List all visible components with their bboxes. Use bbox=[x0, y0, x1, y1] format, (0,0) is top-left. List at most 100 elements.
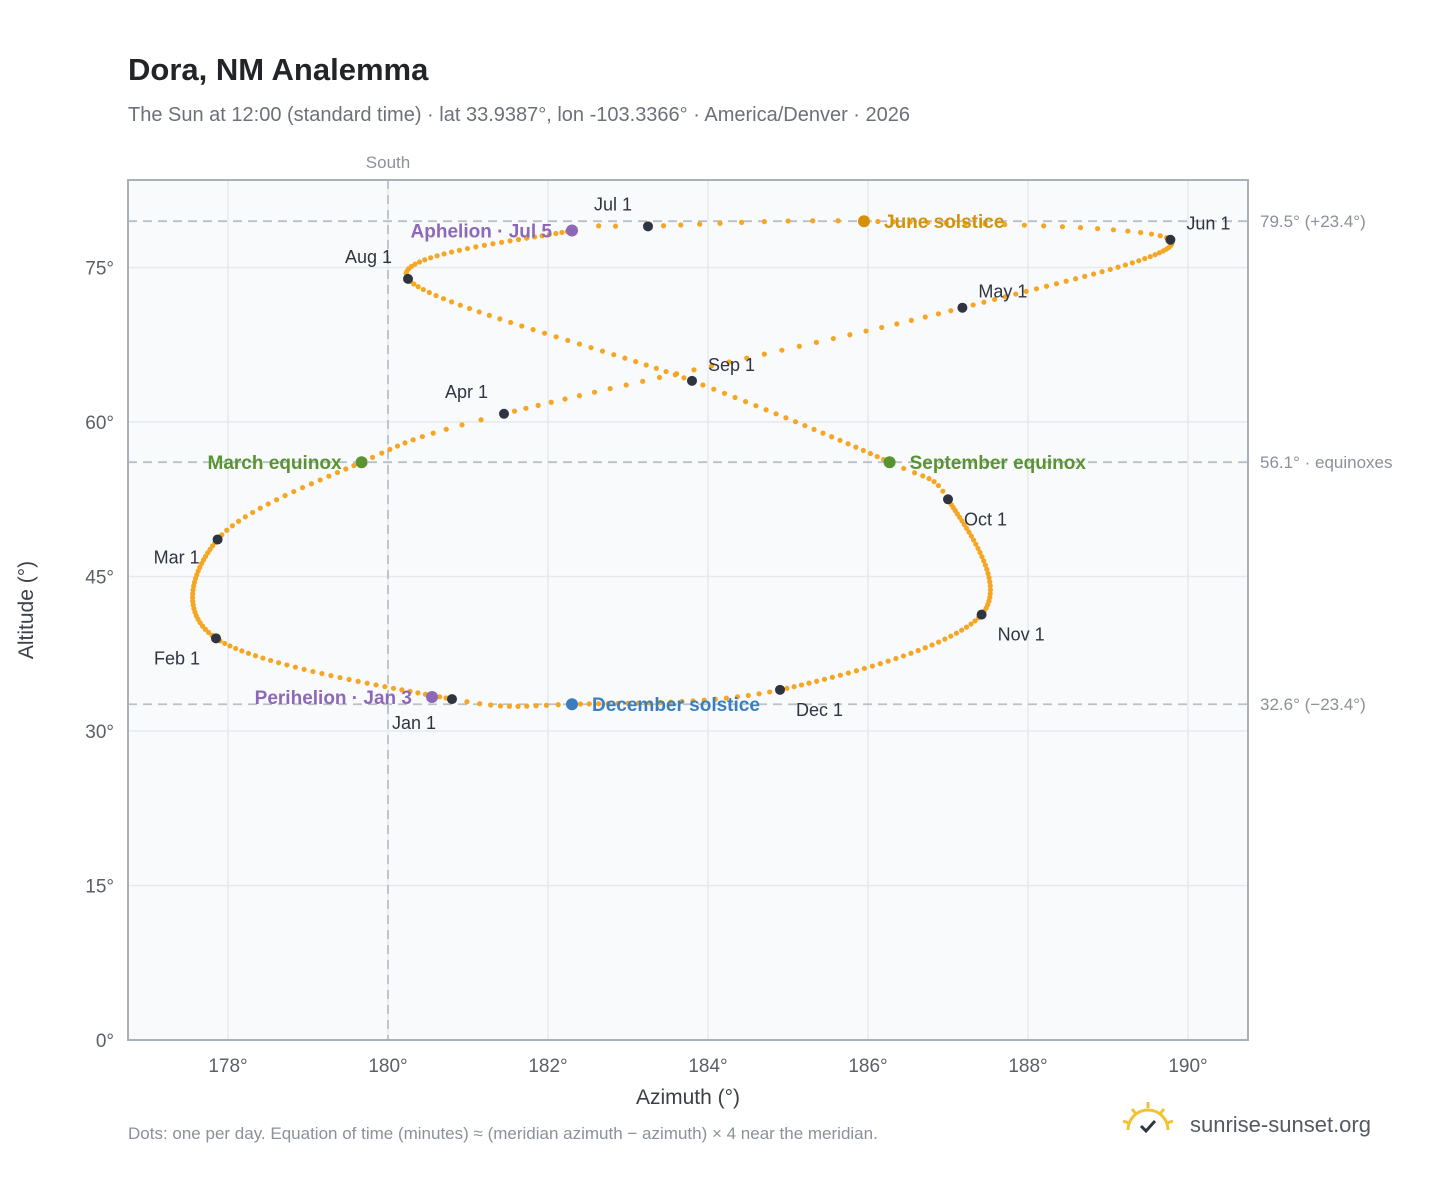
daily-dot bbox=[763, 407, 769, 413]
x-tick-label: 184° bbox=[688, 1056, 727, 1077]
event-dot bbox=[426, 691, 438, 704]
daily-dot bbox=[1142, 256, 1148, 262]
x-tick-label: 186° bbox=[848, 1056, 887, 1077]
daily-dot bbox=[328, 672, 334, 679]
daily-dot bbox=[464, 699, 470, 705]
daily-dot bbox=[732, 394, 738, 401]
daily-dot bbox=[515, 236, 522, 243]
daily-dot bbox=[559, 229, 565, 236]
daily-dot bbox=[576, 341, 583, 347]
month-marker-dot bbox=[211, 633, 221, 644]
daily-dot bbox=[1041, 223, 1047, 229]
daily-dot bbox=[515, 703, 521, 709]
daily-dot bbox=[541, 330, 548, 336]
daily-dot bbox=[1115, 264, 1121, 270]
daily-dot bbox=[783, 415, 789, 421]
daily-dot bbox=[810, 218, 816, 224]
daily-dot bbox=[576, 393, 583, 399]
daily-dot bbox=[497, 316, 503, 322]
daily-dot bbox=[308, 481, 314, 487]
month-marker-dot bbox=[976, 609, 987, 620]
daily-dot bbox=[577, 701, 584, 707]
daily-dot bbox=[245, 650, 252, 656]
daily-dot bbox=[942, 636, 948, 642]
daily-dot bbox=[1072, 276, 1079, 282]
daily-dot bbox=[690, 698, 696, 704]
daily-dot bbox=[986, 575, 992, 581]
daily-dot bbox=[273, 497, 280, 503]
daily-dot bbox=[987, 579, 993, 585]
month-marker-label: Feb 1 bbox=[154, 648, 200, 668]
daily-dot bbox=[1002, 221, 1008, 228]
daily-dot bbox=[792, 419, 799, 425]
daily-dot bbox=[723, 695, 729, 701]
y-tick-label: 75° bbox=[85, 259, 114, 280]
daily-dot bbox=[929, 642, 935, 648]
daily-dot bbox=[653, 365, 659, 371]
daily-dot bbox=[605, 700, 611, 707]
plot-frame bbox=[127, 179, 1249, 1041]
daily-dot bbox=[390, 685, 397, 691]
daily-dot bbox=[394, 443, 401, 449]
month-marker-dot bbox=[403, 273, 413, 284]
daily-dot bbox=[691, 367, 697, 373]
daily-dot bbox=[966, 529, 972, 535]
daily-dot bbox=[708, 363, 715, 369]
daily-dot bbox=[508, 319, 514, 326]
daily-dot bbox=[596, 223, 602, 229]
daily-dot bbox=[415, 284, 421, 290]
daily-dot bbox=[478, 417, 484, 423]
month-marker-label: Aug 1 bbox=[345, 247, 392, 267]
daily-dot bbox=[970, 302, 976, 308]
reference-line-label: 56.1° · equinoxes bbox=[1260, 453, 1393, 472]
daily-dot bbox=[533, 703, 539, 709]
daily-dot bbox=[382, 684, 388, 690]
daily-dot bbox=[591, 389, 598, 395]
daily-dot bbox=[588, 344, 594, 351]
brand-logo[interactable]: sunrise-sunset.org bbox=[1120, 1100, 1390, 1148]
daily-dot bbox=[734, 694, 741, 700]
month-marker-dot bbox=[212, 534, 223, 545]
daily-dot bbox=[531, 234, 538, 240]
event-label: September equinox bbox=[910, 453, 1087, 474]
daily-dot bbox=[756, 691, 762, 697]
month-marker-label: Mar 1 bbox=[154, 547, 200, 567]
month-marker-label: Jul 1 bbox=[594, 194, 632, 214]
daily-dot bbox=[497, 703, 504, 709]
daily-dot bbox=[319, 670, 325, 677]
daily-dot bbox=[948, 633, 954, 639]
daily-dot bbox=[265, 501, 271, 507]
daily-dot bbox=[837, 672, 843, 678]
y-tick-label: 30° bbox=[85, 722, 114, 743]
daily-dot bbox=[907, 219, 913, 225]
daily-dot bbox=[829, 674, 835, 680]
daily-dot bbox=[847, 332, 853, 338]
daily-dot bbox=[565, 337, 571, 344]
daily-dot bbox=[813, 339, 820, 345]
daily-dot bbox=[712, 696, 718, 702]
daily-dot bbox=[1137, 229, 1144, 236]
daily-dot bbox=[953, 630, 960, 636]
daily-dot bbox=[488, 702, 494, 708]
daily-dot bbox=[449, 299, 455, 305]
daily-dot bbox=[402, 440, 408, 446]
daily-dot bbox=[291, 488, 297, 495]
x-tick-label: 188° bbox=[1008, 1056, 1047, 1077]
x-tick-label: 178° bbox=[208, 1056, 247, 1077]
daily-dot bbox=[968, 621, 974, 627]
month-marker-label: Nov 1 bbox=[998, 625, 1045, 645]
daily-dot bbox=[477, 701, 483, 707]
daily-dot bbox=[985, 570, 991, 577]
daily-dot bbox=[657, 699, 663, 706]
daily-dot bbox=[633, 358, 639, 365]
daily-dot bbox=[972, 618, 978, 624]
daily-dot bbox=[190, 591, 196, 597]
daily-dot bbox=[612, 223, 619, 229]
y-tick-label: 15° bbox=[85, 877, 114, 898]
daily-dot bbox=[981, 299, 987, 305]
daily-dot bbox=[711, 386, 717, 392]
daily-dot bbox=[205, 629, 212, 635]
daily-dot bbox=[806, 680, 812, 686]
daily-dot bbox=[874, 453, 880, 460]
